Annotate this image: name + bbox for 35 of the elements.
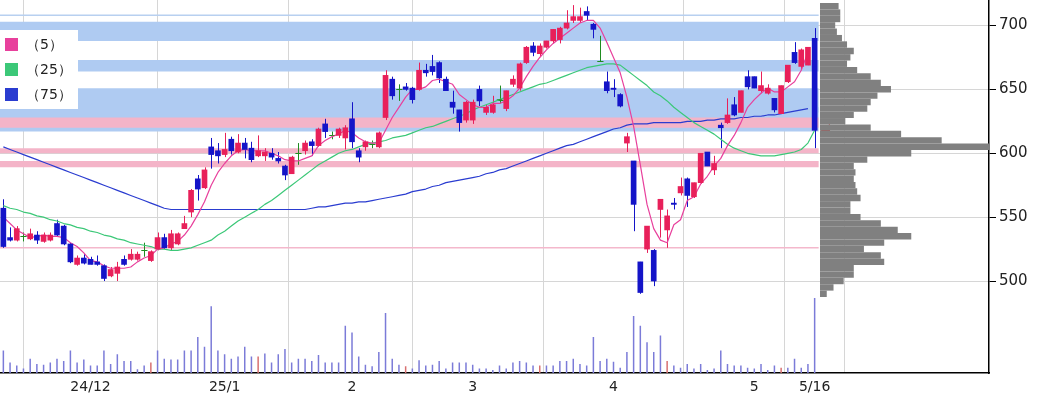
x-tick-label: 25/1	[208, 378, 241, 395]
x-tick-label: 5/16	[798, 378, 831, 395]
legend-label: （25）	[26, 60, 72, 79]
candlestick	[717, 122, 724, 149]
y-tick-label: 500	[999, 270, 1028, 289]
y-tick-label: 700	[999, 15, 1028, 34]
x-tick-label: 5	[749, 378, 759, 395]
candlestick	[389, 76, 396, 101]
candlestick	[644, 225, 650, 254]
candlestick	[731, 96, 738, 117]
candlestick	[449, 90, 456, 115]
candlestick	[349, 101, 355, 149]
candlestick	[322, 118, 329, 139]
candlestick	[396, 83, 403, 102]
candlestick	[597, 35, 604, 62]
candlestick	[664, 208, 670, 249]
candlestick	[684, 177, 691, 208]
candlestick	[221, 132, 228, 158]
x-tick-label: 4	[609, 378, 619, 395]
candlestick	[624, 132, 630, 153]
x-tick-label: 2	[347, 378, 357, 395]
candlestick	[194, 174, 201, 202]
candlestick	[738, 90, 744, 113]
x-tick-label: 3	[468, 378, 478, 395]
x-tick-label: 24/12	[70, 378, 111, 395]
y-tick-label: 550	[999, 207, 1028, 226]
candlestick	[416, 62, 422, 92]
candlestick	[711, 155, 717, 176]
legend-label: （5）	[26, 35, 63, 54]
candlestick	[503, 90, 510, 112]
candlestick	[235, 133, 241, 154]
candlestick	[188, 188, 194, 218]
y-tick-label: 650	[999, 79, 1028, 98]
y-tick-label: 600	[999, 143, 1028, 162]
legend-label: （75）	[26, 85, 72, 104]
